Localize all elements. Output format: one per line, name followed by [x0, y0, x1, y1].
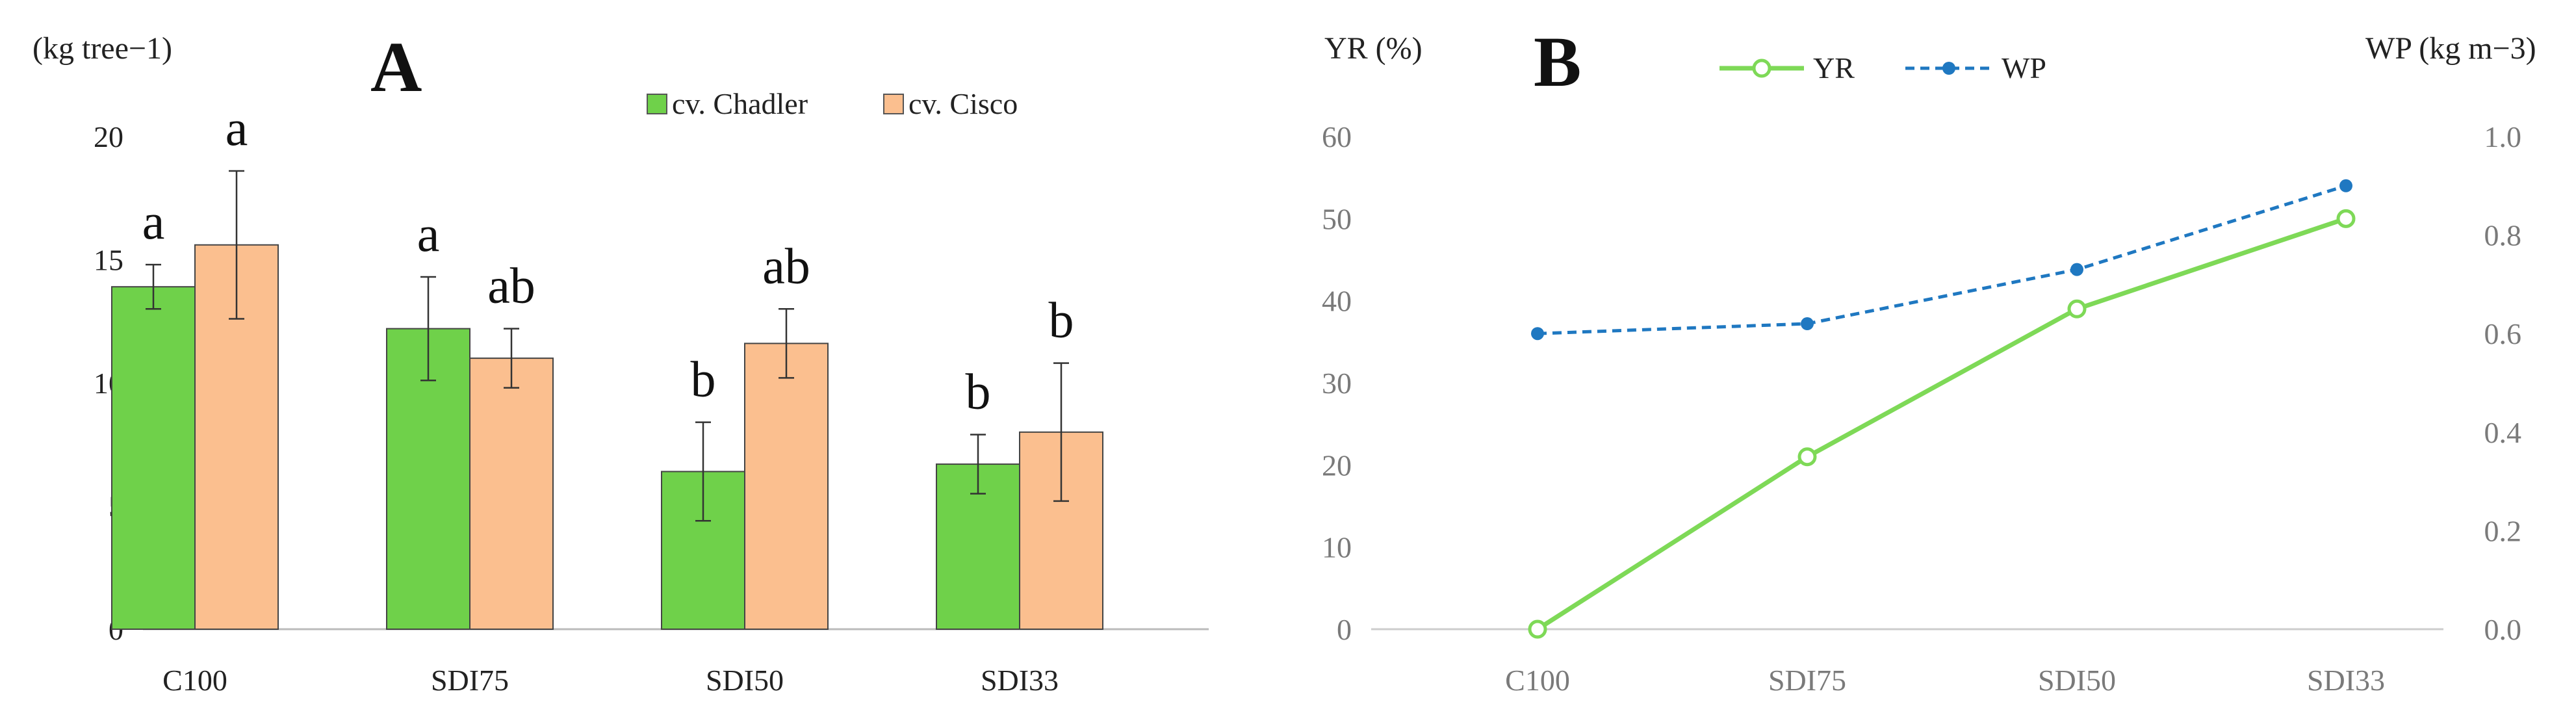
- legend-swatch-cisco: [883, 94, 904, 114]
- significance-letter: a: [417, 205, 440, 262]
- panel-b-x-tick-label: SDI50: [2038, 664, 2116, 697]
- bar-chadler: [111, 286, 196, 630]
- panel-b-left-y-tick-label: 40: [1322, 285, 1352, 318]
- bar-cisco: [469, 358, 554, 630]
- point-yr: [1797, 447, 1817, 467]
- point-wp: [2339, 179, 2352, 192]
- panel-b-x-tick-label: SDI75: [1768, 664, 1846, 697]
- panel-b-right-y-tick-label: 0.8: [2484, 219, 2522, 252]
- panel-b-left-y-tick-label: 30: [1322, 367, 1352, 400]
- panel-a-y-ticks: 05101520: [94, 120, 123, 646]
- panel-b-right-y-ticks: 0.0 0.2 0.4 0.6 0.8 1.0: [2484, 120, 2522, 646]
- panel-a-bars: [111, 244, 1103, 630]
- panel-b-left-y-tick-label: 20: [1322, 448, 1352, 482]
- significance-letter: b: [966, 363, 991, 420]
- panel-a-y-tick-label: 20: [94, 120, 123, 153]
- legend-label-chadler: cv. Chadler: [672, 87, 808, 120]
- panel-b-right-y-tick-label: 0.0: [2484, 613, 2522, 646]
- panel-b-right-y-tick-label: 0.4: [2484, 416, 2522, 449]
- panel-a-x-tick-label: SDI33: [981, 664, 1059, 697]
- significance-letter: a: [225, 99, 248, 156]
- significance-letter: b: [691, 351, 716, 408]
- line-yr: [1536, 216, 2347, 631]
- legend-label-cisco: cv. Cisco: [908, 87, 1018, 120]
- panel-a-legend: cv. Chadler cv. Cisco: [647, 87, 1018, 120]
- panel-a-bar-chart: (kg tree−1) A cv. Chadler cv. Cisco 0510…: [32, 27, 1209, 697]
- panel-b-x-tick-labels: C100 SDI75 SDI50 SDI33: [1505, 664, 2385, 697]
- panel-b-letter: B: [1534, 22, 1581, 101]
- panel-b-line-chart: YR (%) WP (kg m−3) B YR WP 0 10 20 30 40 50 60…: [1322, 22, 2536, 697]
- panel-a-unit-label: (kg tree−1): [32, 31, 172, 66]
- panel-a-error-bars: [146, 170, 1069, 522]
- panel-a-x-tick-label: SDI75: [431, 664, 509, 697]
- legend-marker-wp: [1942, 62, 1955, 75]
- panel-b-right-axis-label: WP (kg m−3): [2365, 31, 2536, 66]
- panel-a-x-tick-label: SDI50: [706, 664, 784, 697]
- panel-b-x-tick-label: C100: [1505, 664, 1570, 697]
- line-wp: [1537, 184, 2347, 335]
- panel-b-left-y-tick-label: 50: [1322, 202, 1352, 235]
- point-yr: [2336, 209, 2356, 228]
- significance-letter: b: [1049, 292, 1074, 348]
- panel-a-x-tick-labels: C100 SDI75 SDI50 SDI33: [162, 664, 1059, 697]
- significance-letter: ab: [762, 237, 810, 294]
- significance-letter: a: [142, 193, 165, 250]
- legend-label-wp: WP: [2002, 51, 2046, 84]
- panel-b-x-tick-label: SDI33: [2307, 664, 2385, 697]
- legend-marker-yr: [1752, 58, 1771, 78]
- panel-a-x-tick-label: C100: [162, 664, 227, 697]
- panel-b-left-axis-label: YR (%): [1324, 31, 1423, 66]
- point-yr: [2067, 299, 2087, 318]
- panel-b-right-y-tick-label: 1.0: [2484, 120, 2522, 153]
- panel-b-series-points: [1528, 179, 2356, 639]
- panel-a-letter: A: [370, 27, 422, 107]
- point-yr: [1528, 619, 1547, 639]
- panel-b-left-y-ticks: 0 10 20 30 40 50 60: [1322, 120, 1352, 646]
- point-wp: [1801, 317, 1814, 331]
- legend-label-yr: YR: [1813, 51, 1855, 84]
- panel-b-right-y-tick-label: 0.6: [2484, 317, 2522, 350]
- panel-b-legend: YR WP: [1719, 51, 2046, 84]
- significance-letter: ab: [487, 257, 535, 314]
- legend-swatch-chadler: [647, 94, 667, 114]
- point-wp: [2070, 263, 2083, 276]
- panel-b-left-y-tick-label: 0: [1337, 613, 1352, 646]
- panel-b-series-lines: [1536, 184, 2347, 631]
- point-wp: [1531, 327, 1544, 341]
- panel-b-left-y-tick-label: 10: [1322, 531, 1352, 564]
- bar-cisco: [744, 343, 829, 630]
- panel-a-y-tick-label: 15: [94, 244, 123, 277]
- panel-b-right-y-tick-label: 0.2: [2484, 514, 2522, 547]
- panel-b-left-y-tick-label: 60: [1322, 120, 1352, 153]
